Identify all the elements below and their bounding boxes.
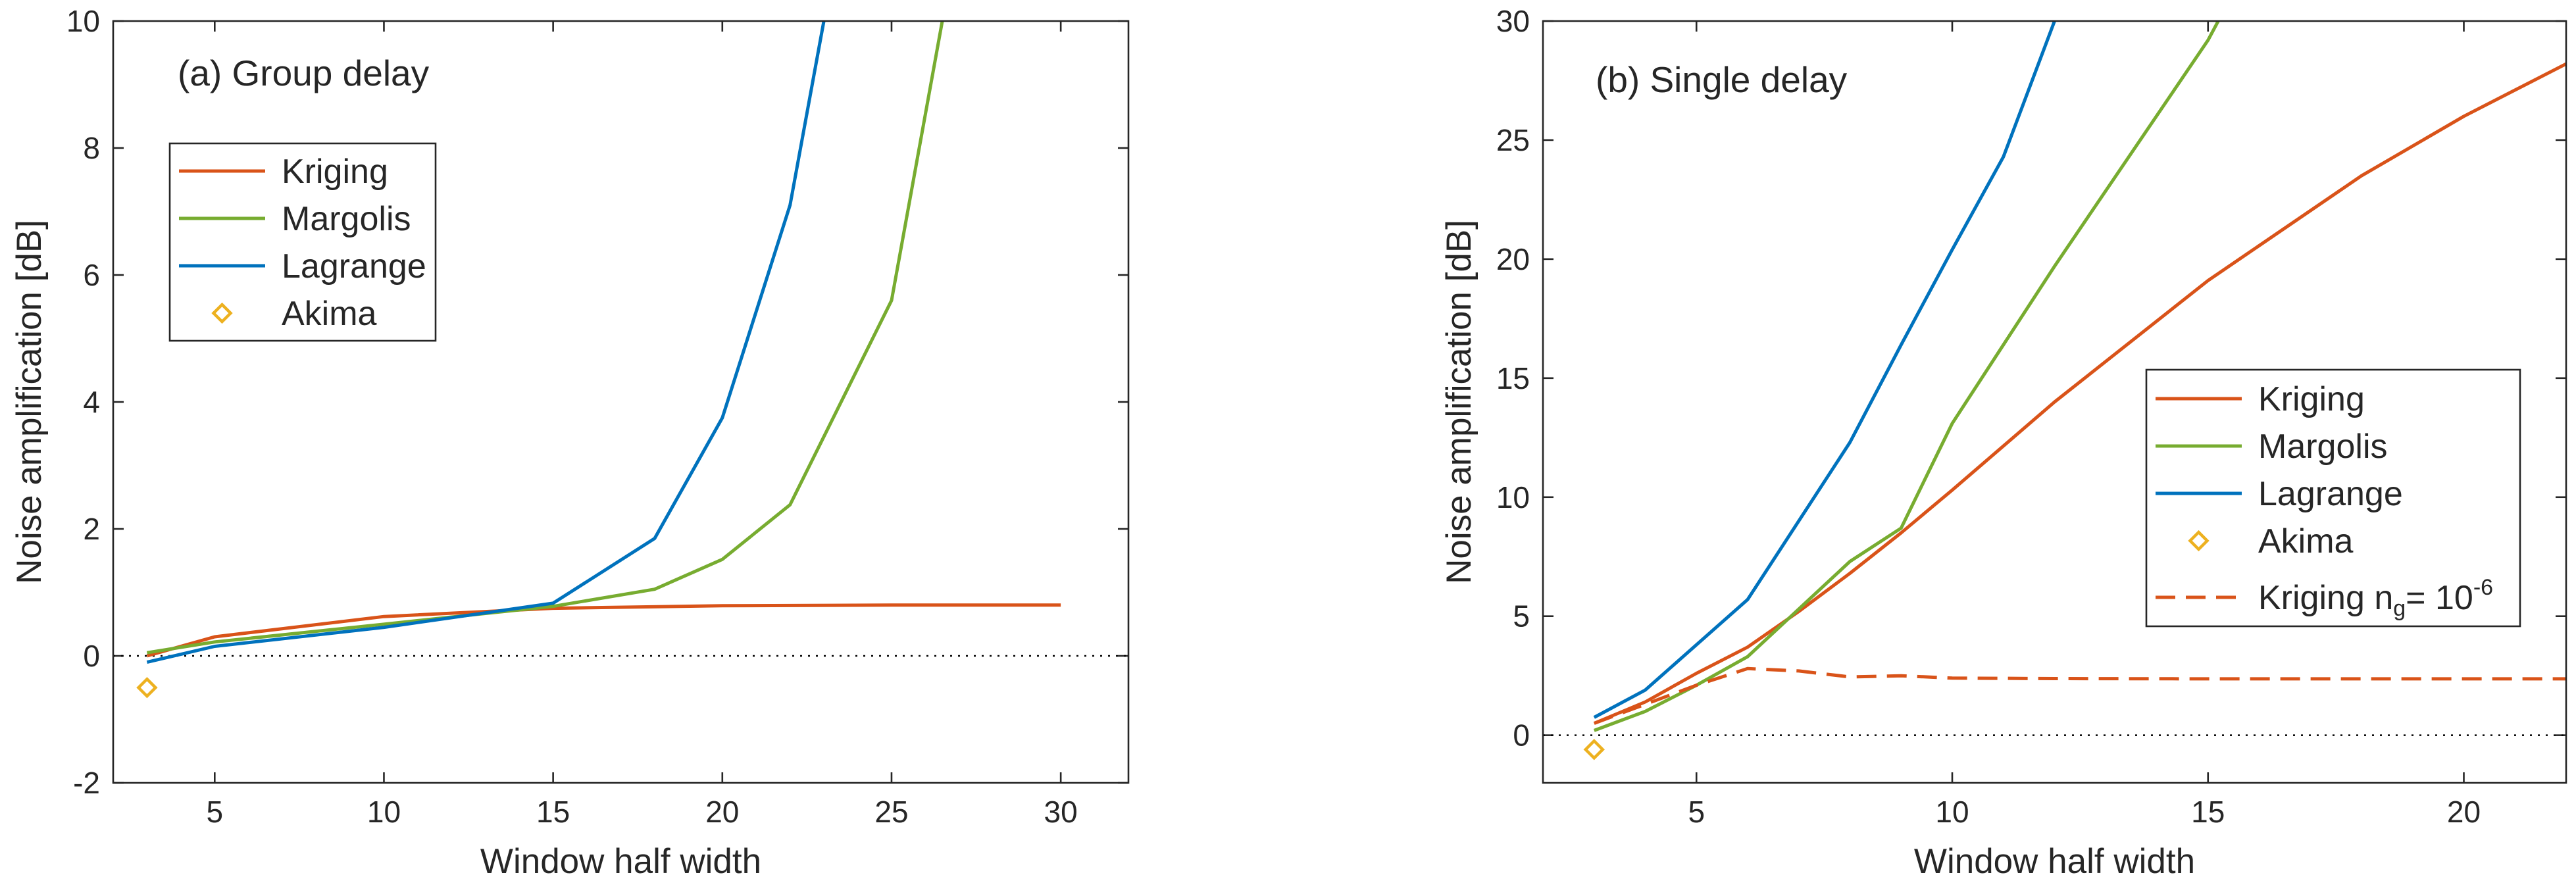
y-tick-label: 15: [1496, 361, 1530, 395]
series-lagrange-line: [1593, 21, 2056, 719]
plot-area: [113, 21, 1128, 783]
legend-box: [2145, 368, 2521, 628]
axes-frame: [1542, 20, 2567, 784]
legend-swatch-akima: [2188, 530, 2210, 552]
legend-label-kriging: Kriging: [282, 153, 388, 191]
y-tick-label: 8: [83, 131, 100, 165]
legend-label-lagrange: Lagrange: [282, 247, 426, 286]
legend-label-margolis: Margolis: [282, 200, 411, 238]
series-akima-marker: [136, 677, 158, 699]
series-kriging-ng-line: [1593, 666, 2566, 725]
y-tick-label: 4: [83, 385, 100, 419]
y-axis-label: Noise amplification [dB]: [1440, 220, 1478, 584]
series-akima-marker: [1583, 739, 1605, 760]
x-tick-label: 10: [1935, 795, 1969, 829]
legend: Kriging Margolis Lagrange Akima Kriging ng= …: [2145, 368, 2521, 628]
x-tick-label: 25: [874, 795, 908, 829]
legend-label-lagrange: Lagrange: [2258, 475, 2403, 513]
legend-label-kriging: Kriging: [2258, 380, 2365, 418]
legend: Kriging Margolis Lagrange Akima: [168, 142, 437, 342]
x-tick-label: 10: [367, 795, 401, 829]
panel-a: 5 10 15 20 25 30 -2 0 2 4 6 8 10 Window half width Noi…: [10, 4, 1130, 881]
series-margolis-line: [1593, 21, 2220, 732]
series-group: [1583, 21, 2566, 760]
y-tick-label: 0: [83, 639, 100, 673]
y-tick-label: 0: [1513, 718, 1530, 753]
x-axis-label: Window half width: [1914, 842, 2195, 881]
legend-box: [168, 142, 437, 342]
y-tick-label: 10: [66, 4, 100, 38]
y-tick-label: 30: [1496, 4, 1530, 38]
series-margolis-line: [147, 21, 944, 655]
x-tick-label: 20: [705, 795, 739, 829]
series-kriging-line: [1593, 62, 2566, 725]
series-lagrange-line: [146, 21, 826, 664]
y-tick-label: -2: [73, 766, 100, 800]
legend-label-margolis: Margolis: [2258, 428, 2388, 466]
y-tick-label: 25: [1496, 123, 1530, 157]
panel-title: (a) Group delay: [178, 53, 430, 93]
y-axis-label: Noise amplification [dB]: [10, 220, 49, 584]
y-tick-label: 5: [1513, 599, 1530, 634]
y-tick-label: 20: [1496, 242, 1530, 276]
x-tick-label: 5: [207, 795, 224, 829]
panel-b: 5 10 15 20 0 5 10 15 20 25 30 Window half width Nois…: [1440, 4, 2567, 881]
legend-label-akima: Akima: [2258, 522, 2354, 560]
legend-label-akima: Akima: [282, 295, 377, 333]
legend-swatch-akima: [211, 302, 233, 324]
x-tick-label: 15: [536, 795, 570, 829]
y-tick-label: 10: [1496, 480, 1530, 514]
series-kriging-line: [146, 603, 1061, 658]
legend-label-kriging-ng: Kriging ng= 10-6: [2258, 575, 2493, 621]
series-group: [136, 21, 1061, 699]
x-tick-label: 30: [1044, 795, 1078, 829]
y-tick-label: 6: [83, 258, 100, 292]
x-tick-label: 15: [2191, 795, 2225, 829]
panel-title: (b) Single delay: [1596, 59, 1848, 100]
axes-frame: [112, 20, 1130, 784]
x-axis-label: Window half width: [480, 842, 761, 881]
y-tick-label: 2: [83, 512, 100, 546]
x-tick-label: 20: [2447, 795, 2481, 829]
x-tick-label: 5: [1688, 795, 1705, 829]
